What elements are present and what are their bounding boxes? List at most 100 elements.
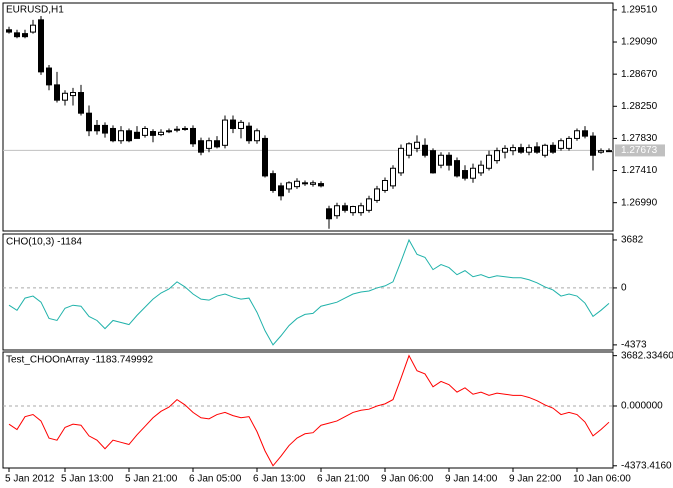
candle-body bbox=[350, 206, 356, 214]
candle-body bbox=[134, 131, 140, 139]
x-tick-label: 5 Jan 13:00 bbox=[61, 474, 114, 485]
candle-body bbox=[494, 150, 500, 162]
candle-body bbox=[182, 127, 188, 130]
candle-body bbox=[598, 150, 604, 153]
candle-body bbox=[422, 144, 428, 156]
candle-body bbox=[214, 140, 220, 148]
candle-body bbox=[158, 131, 164, 136]
candle-body bbox=[62, 92, 68, 101]
y-tick-label: 1.28670 bbox=[621, 69, 658, 80]
candle-body bbox=[294, 180, 300, 188]
candle-body bbox=[558, 140, 564, 149]
candle-body bbox=[22, 33, 28, 38]
candle-body bbox=[566, 137, 572, 149]
y-tick-label: 3682.33460 bbox=[621, 350, 673, 361]
candle-body bbox=[398, 147, 404, 174]
x-tick-label: 6 Jan 21:00 bbox=[317, 474, 370, 485]
candle-body bbox=[446, 154, 452, 166]
candle-body bbox=[150, 131, 156, 136]
candle-body bbox=[406, 143, 412, 156]
candle-body bbox=[270, 173, 276, 191]
candle-body bbox=[126, 130, 132, 142]
x-tick-label: 5 Jan 2012 bbox=[5, 474, 55, 485]
panel-title: Test_CHOOnArray -1183.749992 bbox=[6, 355, 154, 366]
candle-body bbox=[318, 183, 324, 187]
candle-body bbox=[110, 127, 116, 142]
test-panel bbox=[2, 351, 614, 469]
x-tick-label: 5 Jan 21:00 bbox=[125, 474, 178, 485]
candle-body bbox=[246, 125, 252, 142]
candle-body bbox=[262, 137, 268, 177]
x-tick-label: 10 Jan 06:00 bbox=[573, 474, 631, 485]
candle-body bbox=[366, 198, 372, 211]
candle-body bbox=[198, 140, 204, 153]
candle-body bbox=[534, 146, 540, 153]
candle-body bbox=[374, 188, 380, 201]
candle-body bbox=[286, 182, 292, 190]
candle-body bbox=[86, 112, 92, 132]
candle-body bbox=[302, 182, 308, 185]
candle-body bbox=[486, 154, 492, 169]
y-tick-label: 1.26990 bbox=[621, 197, 658, 208]
y-tick-label: 3682 bbox=[621, 235, 644, 246]
candle-body bbox=[78, 92, 84, 114]
candle-body bbox=[502, 147, 508, 153]
candle-body bbox=[510, 147, 516, 152]
current-price-box bbox=[615, 144, 665, 157]
candle-body bbox=[46, 67, 52, 86]
candle-body bbox=[54, 84, 60, 101]
y-tick-label: 0 bbox=[621, 283, 627, 294]
candle-body bbox=[382, 180, 388, 191]
candle-body bbox=[166, 130, 172, 133]
indicator-line bbox=[8, 354, 610, 467]
candle-body bbox=[222, 119, 228, 146]
candle-body bbox=[582, 130, 588, 137]
y-tick-label: -4373.4160 bbox=[621, 460, 672, 471]
candle-body bbox=[414, 141, 420, 149]
cho-panel bbox=[2, 233, 614, 351]
y-tick-label: 1.27410 bbox=[621, 165, 658, 176]
x-tick-label: 9 Jan 22:00 bbox=[509, 474, 562, 485]
panel-title: CHO(10,3) -1184 bbox=[6, 237, 82, 248]
candle-body bbox=[326, 208, 332, 220]
candle-body bbox=[390, 167, 396, 187]
x-tick-label: 9 Jan 06:00 bbox=[381, 474, 434, 485]
candle-body bbox=[542, 144, 548, 156]
candle-body bbox=[30, 24, 36, 33]
candle-body bbox=[470, 167, 476, 179]
candle-body bbox=[102, 124, 108, 134]
candle-body bbox=[38, 19, 44, 73]
x-tick-label: 6 Jan 05:00 bbox=[189, 474, 242, 485]
y-tick-label: -4373 bbox=[621, 340, 647, 351]
candle-body bbox=[334, 205, 340, 217]
candle-body bbox=[238, 121, 244, 129]
candle-body bbox=[94, 124, 100, 132]
candle-body bbox=[454, 160, 460, 177]
candle-body bbox=[478, 164, 484, 174]
candle-body bbox=[462, 170, 468, 179]
y-tick-label: 1.28250 bbox=[621, 101, 658, 112]
candle-body bbox=[358, 205, 364, 214]
candle-body bbox=[310, 182, 316, 185]
x-tick-label: 9 Jan 14:00 bbox=[445, 474, 498, 485]
candle-body bbox=[254, 130, 260, 142]
indicator-line bbox=[8, 238, 610, 346]
candle-body bbox=[70, 92, 76, 97]
main-panel bbox=[2, 2, 614, 232]
candle-body bbox=[6, 29, 12, 33]
candle-body bbox=[14, 32, 20, 38]
candle-body bbox=[342, 205, 348, 211]
y-tick-label: 1.27830 bbox=[621, 133, 658, 144]
candle-body bbox=[174, 128, 180, 131]
candle-body bbox=[118, 130, 124, 142]
candle-body bbox=[526, 147, 532, 153]
candle-body bbox=[430, 150, 436, 174]
y-tick-label: 1.29510 bbox=[621, 5, 658, 16]
candle-body bbox=[230, 119, 236, 129]
current-price-label: 1.27673 bbox=[621, 145, 658, 156]
candle-body bbox=[574, 130, 580, 139]
candle-body bbox=[606, 150, 612, 153]
x-tick-label: 6 Jan 13:00 bbox=[253, 474, 306, 485]
